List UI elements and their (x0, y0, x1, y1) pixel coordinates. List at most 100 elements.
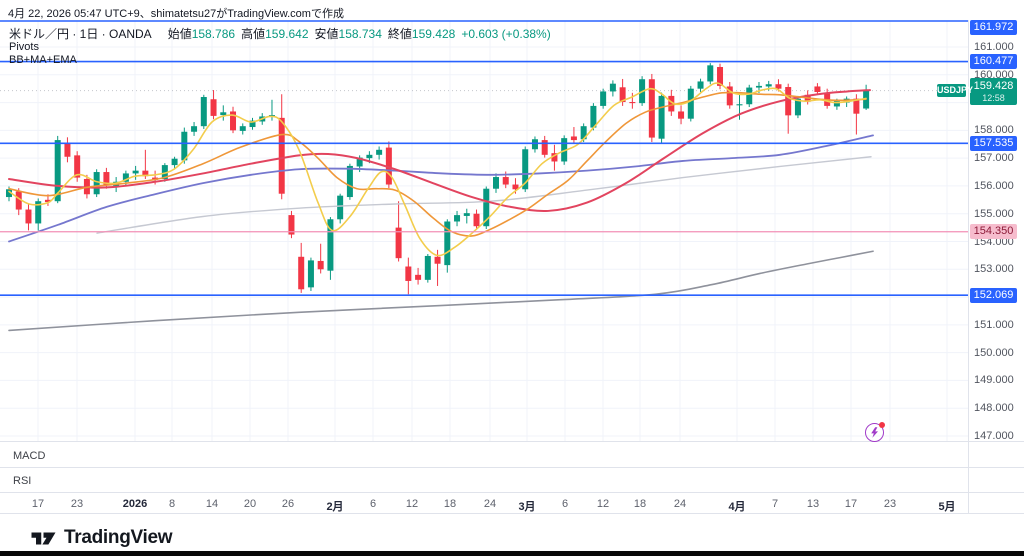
candle-body (385, 147, 392, 185)
rsi-pane-label: RSI (13, 475, 32, 487)
candle-body (531, 139, 538, 150)
time-axis-label: 18 (633, 498, 647, 510)
candle-body (74, 155, 81, 178)
price-axis-label: 157.000 (974, 152, 1014, 165)
bar-countdown: 12:58 (982, 92, 1005, 103)
candle-body (794, 98, 801, 116)
candle-body (230, 111, 237, 131)
candle-body (580, 126, 587, 140)
time-axis-label: 12 (405, 498, 419, 510)
candle-body (54, 140, 61, 202)
candle-body (483, 188, 490, 227)
rsi-pane-separator[interactable] (0, 467, 1024, 468)
attribution-text: 4月 22, 2026 05:47 UTC+9、shimatetsu27がTra… (8, 8, 344, 20)
time-axis-label: 12 (596, 498, 610, 510)
open-value: 158.786 (191, 27, 236, 41)
indicator-pivots-label[interactable]: Pivots (9, 41, 39, 53)
candle-body (687, 88, 694, 119)
candle-body (707, 65, 714, 82)
candle-body (454, 215, 461, 222)
time-axis-label: 17 (31, 498, 45, 510)
candle-body (717, 67, 724, 86)
candle-body (424, 255, 431, 280)
price-axis-label: 149.000 (974, 374, 1014, 387)
candle-body (171, 158, 178, 166)
overlay-line-ema-slow-orange (8, 91, 867, 237)
overlay-line-ema-fast-yellow (8, 82, 867, 257)
candle-body (512, 184, 519, 190)
candle-body (755, 85, 762, 88)
price-axis-label: 148.000 (974, 402, 1014, 415)
candle-body (356, 157, 363, 167)
overlay-line-ma-mid-red (8, 89, 871, 213)
low-label: 安値 (314, 27, 339, 41)
price-axis-label: 155.000 (974, 207, 1014, 220)
time-axis-label: 4月 (728, 501, 746, 513)
candle-body (64, 142, 71, 157)
candle-body (629, 102, 636, 104)
candle-body (346, 165, 353, 198)
candle-body (833, 100, 840, 107)
time-axis-label: 8 (168, 498, 176, 510)
pivot-badge: 160.477 (970, 54, 1017, 70)
time-axis-label: 5月 (938, 501, 956, 513)
price-axis-label: 153.000 (974, 263, 1014, 276)
pivot-badge: 152.069 (970, 287, 1017, 303)
candle-body (775, 84, 782, 89)
candle-body (317, 260, 324, 270)
candle-body (181, 131, 188, 161)
pivot-badge: 157.535 (970, 135, 1017, 151)
price-axis[interactable]: 161.000 160.000 158.000 157.000 156.000 155.0… (968, 20, 1024, 513)
candle-body (736, 104, 743, 106)
candle-body (609, 83, 616, 92)
candle-body (619, 87, 626, 103)
candle-body (648, 79, 655, 138)
time-axis-label: 14 (205, 498, 219, 510)
tradingview-logo-icon (31, 532, 56, 544)
time-axis-label: 17 (844, 498, 858, 510)
candle-body (191, 126, 198, 132)
candle-body (473, 213, 480, 227)
candle-body (239, 126, 246, 131)
candle-body (25, 209, 32, 224)
time-axis[interactable]: 17 23 2026 8 14 20 26 2月 6 12 18 24 3月 6 12 18 24 4月 7 13 17… (0, 498, 968, 513)
time-axis-label: 13 (806, 498, 820, 510)
time-axis-label: 6 (369, 498, 377, 510)
notification-dot (879, 422, 885, 428)
indicator-bbmaema-label[interactable]: BB+MA+EMA (9, 54, 77, 66)
time-axis-label: 23 (70, 498, 84, 510)
candle-body (103, 172, 110, 185)
time-axis-label: 26 (281, 498, 295, 510)
candle-body (15, 191, 22, 210)
time-axis-label: 3月 (518, 501, 536, 513)
candle-body (785, 87, 792, 116)
candle-body (434, 256, 441, 264)
symbol-header: 米ドル／円 · 1日 · OANDA 始値158.786 高値159.642 安値15… (9, 25, 551, 42)
close-value: 159.428 (411, 27, 456, 41)
lightning-bolt-icon (871, 427, 878, 438)
candle-body (765, 84, 772, 87)
price-axis-label: 151.000 (974, 318, 1014, 331)
candle-body (93, 172, 100, 195)
price-axis-label: 150.000 (974, 346, 1014, 359)
flash-icon[interactable] (865, 422, 885, 442)
price-axis-label: 147.000 (974, 430, 1014, 442)
overlay-line-ma-slow-purple (8, 134, 874, 243)
candle-body (337, 195, 344, 220)
candle-body (161, 165, 168, 179)
high-value: 159.642 (265, 27, 309, 41)
time-axis-label: 23 (883, 498, 897, 510)
last-price-badge: 159.428 12:58 (970, 77, 1017, 105)
candle-body (570, 136, 577, 141)
price-axis-label: 161.000 (974, 41, 1014, 53)
macd-pane-separator[interactable] (0, 441, 1024, 442)
symbol-title[interactable]: 米ドル／円 · 1日 · OANDA (9, 27, 152, 41)
candle-body (6, 189, 12, 198)
symbol-price-tag: USDJPY (937, 84, 974, 98)
tradingview-logo[interactable]: TradingView (30, 527, 173, 549)
candle-body (726, 86, 733, 106)
candle-body (746, 87, 753, 105)
candle-body (463, 213, 470, 216)
